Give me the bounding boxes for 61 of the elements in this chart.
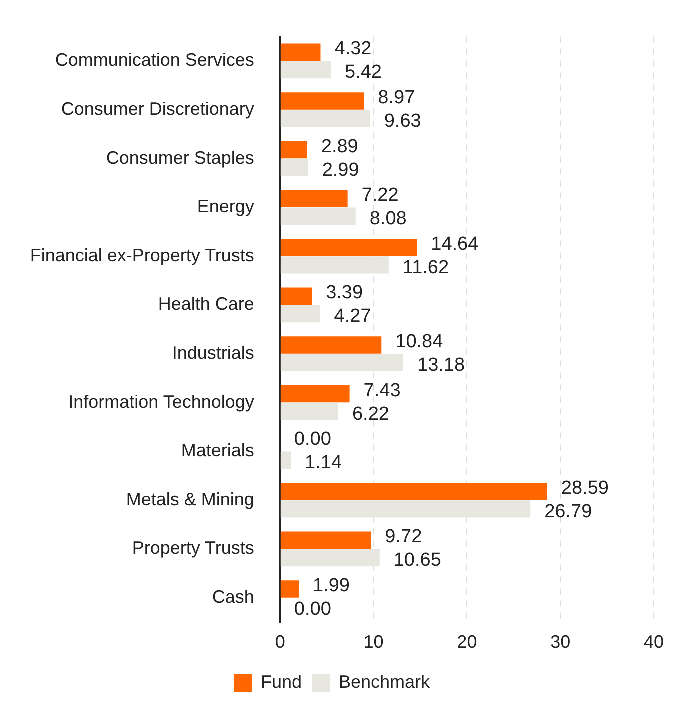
data-label: 9.63 <box>384 111 422 132</box>
y-tick-label: Energy <box>197 196 254 217</box>
data-label: 4.32 <box>334 38 372 60</box>
bar <box>280 158 308 176</box>
data-label: 11.62 <box>402 257 450 278</box>
bar <box>280 239 418 256</box>
x-tick-label: 0 <box>275 632 286 652</box>
bar <box>280 452 292 469</box>
bar <box>280 44 321 62</box>
data-label: 0.00 <box>294 429 332 450</box>
y-tick-label: Cash <box>212 586 254 607</box>
bar <box>280 190 348 208</box>
y-tick-label: Consumer Staples <box>106 148 254 168</box>
y-tick-label: Communication Services <box>55 50 254 70</box>
bar <box>280 532 372 550</box>
data-label: 3.39 <box>326 282 364 304</box>
data-label: 13.18 <box>418 355 466 376</box>
legend-label: Benchmark <box>338 672 432 692</box>
x-tick-label: 40 <box>644 632 664 652</box>
data-label: 10.65 <box>394 550 442 572</box>
bar <box>280 141 308 159</box>
data-label: 26.79 <box>544 501 592 522</box>
bar <box>280 305 320 323</box>
bar <box>280 92 364 110</box>
data-label: 4.27 <box>334 306 372 328</box>
data-label: 2.99 <box>322 160 360 181</box>
y-tick-label: Financial ex-Property Trusts <box>30 245 254 266</box>
bar <box>280 483 548 500</box>
x-tick-label: 20 <box>457 632 478 652</box>
data-label: 2.89 <box>321 136 358 158</box>
data-label: 28.59 <box>561 478 609 499</box>
y-tick-label: Industrials <box>172 342 254 363</box>
bar <box>280 61 332 79</box>
data-label: 10.84 <box>396 331 444 352</box>
y-tick-label: Health Care <box>158 294 254 314</box>
bar <box>280 385 350 403</box>
bar <box>280 580 299 598</box>
bar <box>280 288 312 306</box>
data-label: 1.14 <box>305 452 342 474</box>
data-label: 7.43 <box>364 380 401 402</box>
y-tick-label: Property Trusts <box>132 538 254 558</box>
legend-label: Fund <box>260 672 302 692</box>
y-tick-label: Consumer Discretionary <box>61 98 254 119</box>
x-tick-label: 30 <box>550 632 571 652</box>
y-tick-label: Materials <box>181 440 254 461</box>
data-label: 1.99 <box>312 575 350 596</box>
bar <box>280 402 338 420</box>
bar <box>280 110 370 128</box>
data-label: 6.22 <box>352 404 390 425</box>
data-label: 8.08 <box>370 208 407 230</box>
bar <box>280 336 382 354</box>
data-label: 7.22 <box>362 185 399 206</box>
data-label: 0.00 <box>294 599 332 620</box>
bar <box>280 208 356 225</box>
data-label: 5.42 <box>345 62 382 84</box>
data-label: 9.72 <box>385 526 422 548</box>
data-label: 14.64 <box>431 234 480 255</box>
data-label: 8.97 <box>378 87 416 108</box>
y-tick-label: Metals & Mining <box>126 489 254 510</box>
y-tick-label: Information Technology <box>68 392 254 412</box>
x-tick-label: 10 <box>364 632 384 652</box>
